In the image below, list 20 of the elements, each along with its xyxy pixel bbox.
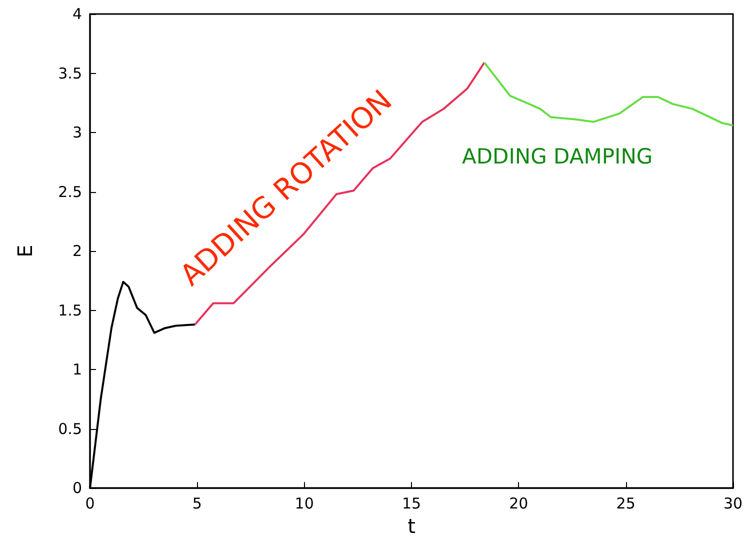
y-tick-label: 4: [72, 5, 82, 23]
x-tick-label: 5: [192, 494, 202, 513]
line-series: [483, 62, 734, 126]
y-axis-title: E: [13, 244, 37, 258]
x-tick-label: 25: [616, 494, 636, 513]
x-tick-label: 15: [402, 494, 422, 513]
y-tick-label: 1.5: [58, 301, 82, 320]
y-tick-label: 2.5: [58, 182, 82, 201]
x-tick-label: 30: [723, 494, 743, 513]
x-axis-title: t: [408, 514, 416, 538]
y-tick-label: 2: [72, 242, 82, 260]
y-tick-label: 1: [72, 360, 82, 379]
y-tick-label: 0: [72, 479, 82, 498]
x-tick-label: 10: [294, 494, 314, 513]
x-tick-label: 0: [85, 494, 95, 513]
y-tick-label: 3.5: [58, 64, 82, 82]
x-tick-label: 20: [509, 494, 528, 513]
y-tick-label: 3: [72, 124, 82, 142]
y-tick-label: 0.5: [58, 420, 82, 438]
annotation: ADDING DAMPING: [462, 144, 653, 168]
